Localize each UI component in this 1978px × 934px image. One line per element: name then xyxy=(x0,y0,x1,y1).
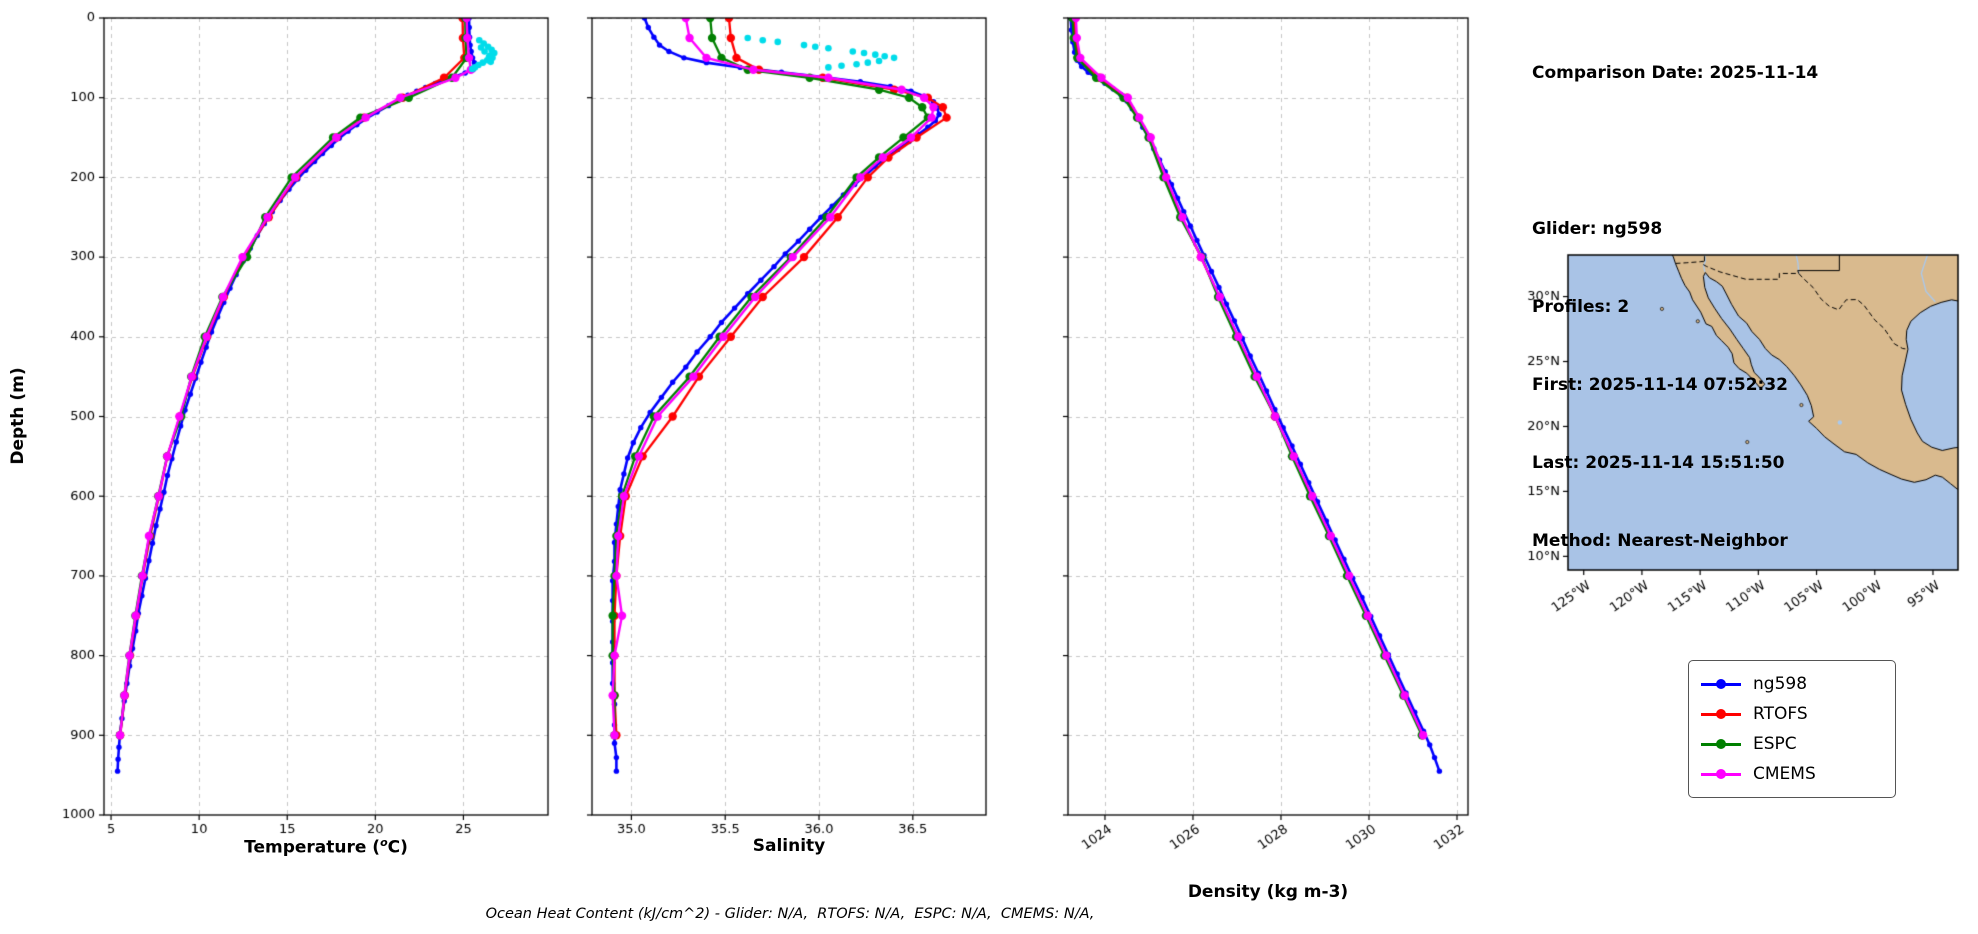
legend: ng598 RTOFS ESPC CMEMS xyxy=(1688,660,1896,798)
info-panel: Comparison Date: 2025-11-14 Glider: ng59… xyxy=(1532,8,1818,606)
temperature-axis-label: Temperature (oC) xyxy=(244,836,408,858)
legend-dot-marker xyxy=(1716,769,1726,779)
glider-name-text: Glider: ng598 xyxy=(1532,219,1663,239)
legend-item-cmems: CMEMS xyxy=(1701,759,1883,789)
method-text: Method: Nearest-Neighbor xyxy=(1532,531,1788,551)
legend-label: RTOFS xyxy=(1753,704,1808,724)
depth-axis-label: Depth (m) xyxy=(8,367,28,465)
legend-line-marker xyxy=(1701,709,1741,719)
temperature-axis-label-text: Temperature ( xyxy=(244,837,381,858)
legend-dot-marker xyxy=(1716,739,1726,749)
info-blank-line xyxy=(1532,138,1818,164)
salinity-axis-label: Salinity xyxy=(752,836,826,856)
legend-dot-marker xyxy=(1716,709,1726,719)
legend-line-marker xyxy=(1701,679,1741,689)
comparison-date-text: Comparison Date: 2025-11-14 xyxy=(1532,63,1819,83)
temperature-axis-label-unit: C) xyxy=(387,837,408,858)
last-profile-time-text: Last: 2025-11-14 15:51:50 xyxy=(1532,453,1785,473)
legend-label: ng598 xyxy=(1753,674,1808,694)
ohc-caption: Ocean Heat Content (kJ/cm^2) - Glider: N… xyxy=(485,906,1095,922)
legend-item-ng598: ng598 xyxy=(1701,669,1883,699)
legend-item-rtofs: RTOFS xyxy=(1701,699,1883,729)
density-axis-label: Density (kg m-3) xyxy=(1187,882,1349,902)
legend-label: ESPC xyxy=(1753,734,1797,754)
legend-line-marker xyxy=(1701,769,1741,779)
legend-item-espc: ESPC xyxy=(1701,729,1883,759)
legend-dot-marker xyxy=(1716,679,1726,689)
legend-line-marker xyxy=(1701,739,1741,749)
profiles-count-text: Profiles: 2 xyxy=(1532,297,1630,317)
legend-label: CMEMS xyxy=(1753,764,1816,784)
degree-superscript: o xyxy=(380,836,388,849)
first-profile-time-text: First: 2025-11-14 07:52:32 xyxy=(1532,375,1789,395)
